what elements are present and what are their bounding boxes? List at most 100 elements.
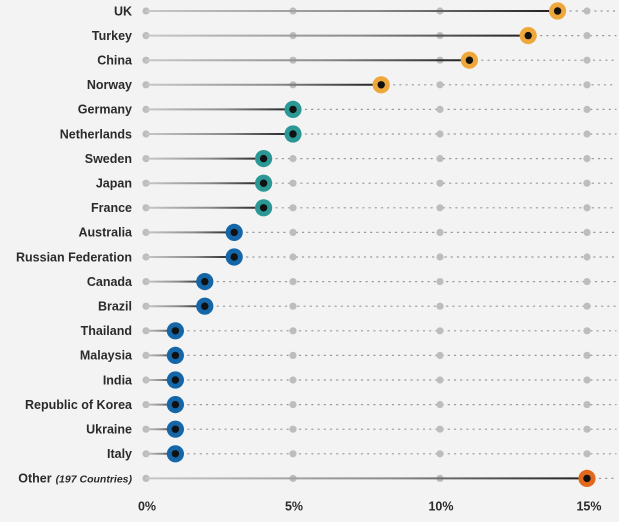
row-brazil: Brazil (98, 297, 617, 315)
value-marker-center (201, 277, 209, 286)
row-ukraine: Ukraine (86, 420, 617, 438)
grid-dot (436, 253, 444, 261)
row-netherlands: Netherlands (60, 125, 617, 143)
row-sweden: Sweden (85, 150, 617, 168)
row-russian-federation: Russian Federation (16, 248, 617, 266)
grid-dot (289, 376, 297, 384)
row-norway: Norway (87, 76, 617, 94)
grid-dot (583, 376, 591, 384)
category-label: Brazil (98, 300, 132, 314)
value-marker-center (289, 130, 297, 138)
row-thailand: Thailand (81, 322, 617, 340)
category-name: Turkey (92, 29, 132, 43)
row-italy: Italy (107, 445, 617, 463)
category-name: Malaysia (80, 349, 133, 363)
grid-dot (289, 327, 297, 335)
grid-dot (436, 302, 444, 310)
category-name: Sweden (85, 152, 132, 166)
category-label: Republic of Korea (25, 398, 133, 412)
grid-dot (289, 155, 297, 163)
category-name: Ukraine (86, 423, 132, 437)
value-marker-center (553, 7, 562, 15)
category-label: Other (197 Countries) (18, 472, 132, 486)
category-name: Australia (79, 226, 134, 240)
category-label: France (91, 201, 132, 215)
row-australia: Australia (79, 223, 617, 241)
grid-dot (583, 278, 591, 286)
grid-dot (583, 81, 591, 89)
category-name: China (97, 54, 133, 68)
value-marker-center (171, 376, 180, 384)
value-marker-center (171, 425, 180, 433)
category-name: UK (114, 4, 132, 18)
row-india: India (103, 371, 617, 389)
grid-dot (436, 155, 444, 163)
grid-dot (436, 401, 444, 409)
grid-dot (289, 351, 297, 359)
grid-dot (583, 351, 591, 359)
value-marker-center (465, 56, 474, 64)
category-name: Republic of Korea (25, 398, 133, 412)
value-marker-center (583, 474, 591, 483)
grid-dot (583, 253, 591, 261)
category-label: India (103, 373, 133, 387)
category-label: Sweden (85, 152, 132, 166)
grid-dot (436, 130, 444, 138)
value-marker-center (524, 31, 532, 40)
row-japan: Japan (96, 174, 617, 192)
category-name: Russian Federation (16, 250, 132, 264)
grid-dot (583, 31, 591, 40)
grid-dot (583, 155, 591, 163)
row-canada: Canada (87, 273, 617, 291)
category-name: Brazil (98, 300, 132, 314)
category-label: Netherlands (60, 127, 132, 141)
grid-dot (583, 179, 591, 187)
category-name: Japan (96, 177, 132, 191)
category-label: Norway (87, 78, 132, 92)
x-tick-label: 5% (285, 499, 303, 513)
value-marker-center (171, 327, 180, 335)
category-name: Norway (87, 78, 132, 92)
grid-dot (583, 56, 591, 64)
grid-dot (436, 376, 444, 384)
value-marker-center (201, 302, 209, 310)
category-name: France (91, 201, 132, 215)
grid-dot (436, 204, 444, 212)
category-name: India (103, 373, 133, 387)
grid-dot (583, 450, 591, 458)
category-label: Russian Federation (16, 250, 132, 264)
row-china: China (97, 51, 617, 69)
category-name: Other (18, 472, 51, 486)
grid-dot (289, 401, 297, 409)
grid-dot (289, 179, 297, 187)
category-label: UK (114, 4, 132, 18)
category-label: Italy (107, 447, 132, 461)
category-label: Australia (79, 226, 134, 240)
grid-dot (436, 228, 444, 236)
grid-dot (436, 327, 444, 335)
value-marker-center (377, 81, 385, 89)
value-marker-center (171, 400, 180, 409)
category-label: Japan (96, 177, 132, 191)
grid-dot (583, 7, 591, 15)
grid-dot (583, 130, 591, 138)
category-label: Ukraine (86, 423, 132, 437)
grid-dot (289, 204, 297, 212)
grid-dot (289, 425, 297, 433)
grid-dot (583, 105, 591, 113)
category-name: Thailand (81, 324, 132, 338)
category-name: Canada (87, 275, 133, 289)
row-republic-of-korea: Republic of Korea (25, 396, 617, 414)
grid-dot (583, 228, 591, 236)
value-marker-center (289, 105, 297, 114)
x-tick-label: 0% (138, 499, 156, 513)
category-label: Germany (78, 103, 132, 117)
grid-dot (289, 253, 297, 261)
grid-dot (289, 228, 297, 236)
row-germany: Germany (78, 100, 617, 118)
grid-dot (436, 425, 444, 433)
row-uk: UK (114, 2, 617, 20)
row-other-other: Other (197 Countries) (18, 469, 617, 487)
row-france: France (91, 199, 617, 217)
